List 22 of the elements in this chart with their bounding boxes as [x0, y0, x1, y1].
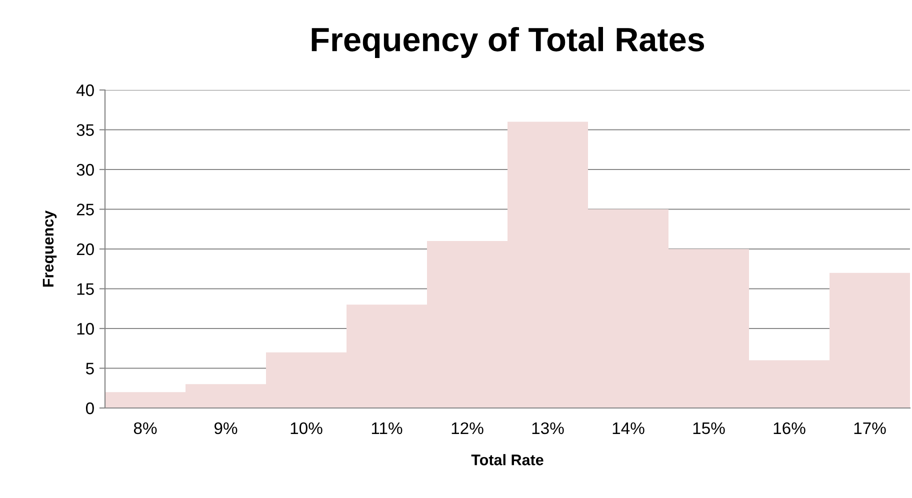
x-tick-label: 12%: [452, 422, 484, 434]
y-tick-label: 15: [77, 283, 94, 295]
y-axis-title: Frequency: [42, 210, 57, 287]
x-tick-label: 15%: [693, 422, 725, 434]
x-tick-label: 16%: [774, 422, 806, 434]
x-tick-label: 17%: [854, 422, 886, 434]
x-tick-label: 10%: [290, 422, 322, 434]
x-tick-label: 13%: [532, 422, 564, 434]
y-tick-label: 40: [76, 84, 94, 96]
x-axis-title: Total Rate: [471, 454, 544, 466]
x-tick-label: 8%: [134, 422, 157, 434]
x-tick-label: 9%: [214, 422, 238, 434]
y-tick-label: 35: [76, 124, 94, 136]
y-tick-label: 30: [76, 164, 94, 176]
y-tick-label: 25: [76, 204, 94, 216]
y-tick-label: 20: [76, 243, 94, 256]
y-tick-label: 10: [77, 322, 94, 335]
x-tick-label: 11%: [372, 422, 402, 434]
y-tick-label: 5: [86, 362, 94, 374]
chart-title: Frequency of Total Rates: [312, 26, 704, 58]
x-tick-label: 14%: [612, 422, 644, 434]
y-tick-label: 0: [86, 402, 94, 414]
